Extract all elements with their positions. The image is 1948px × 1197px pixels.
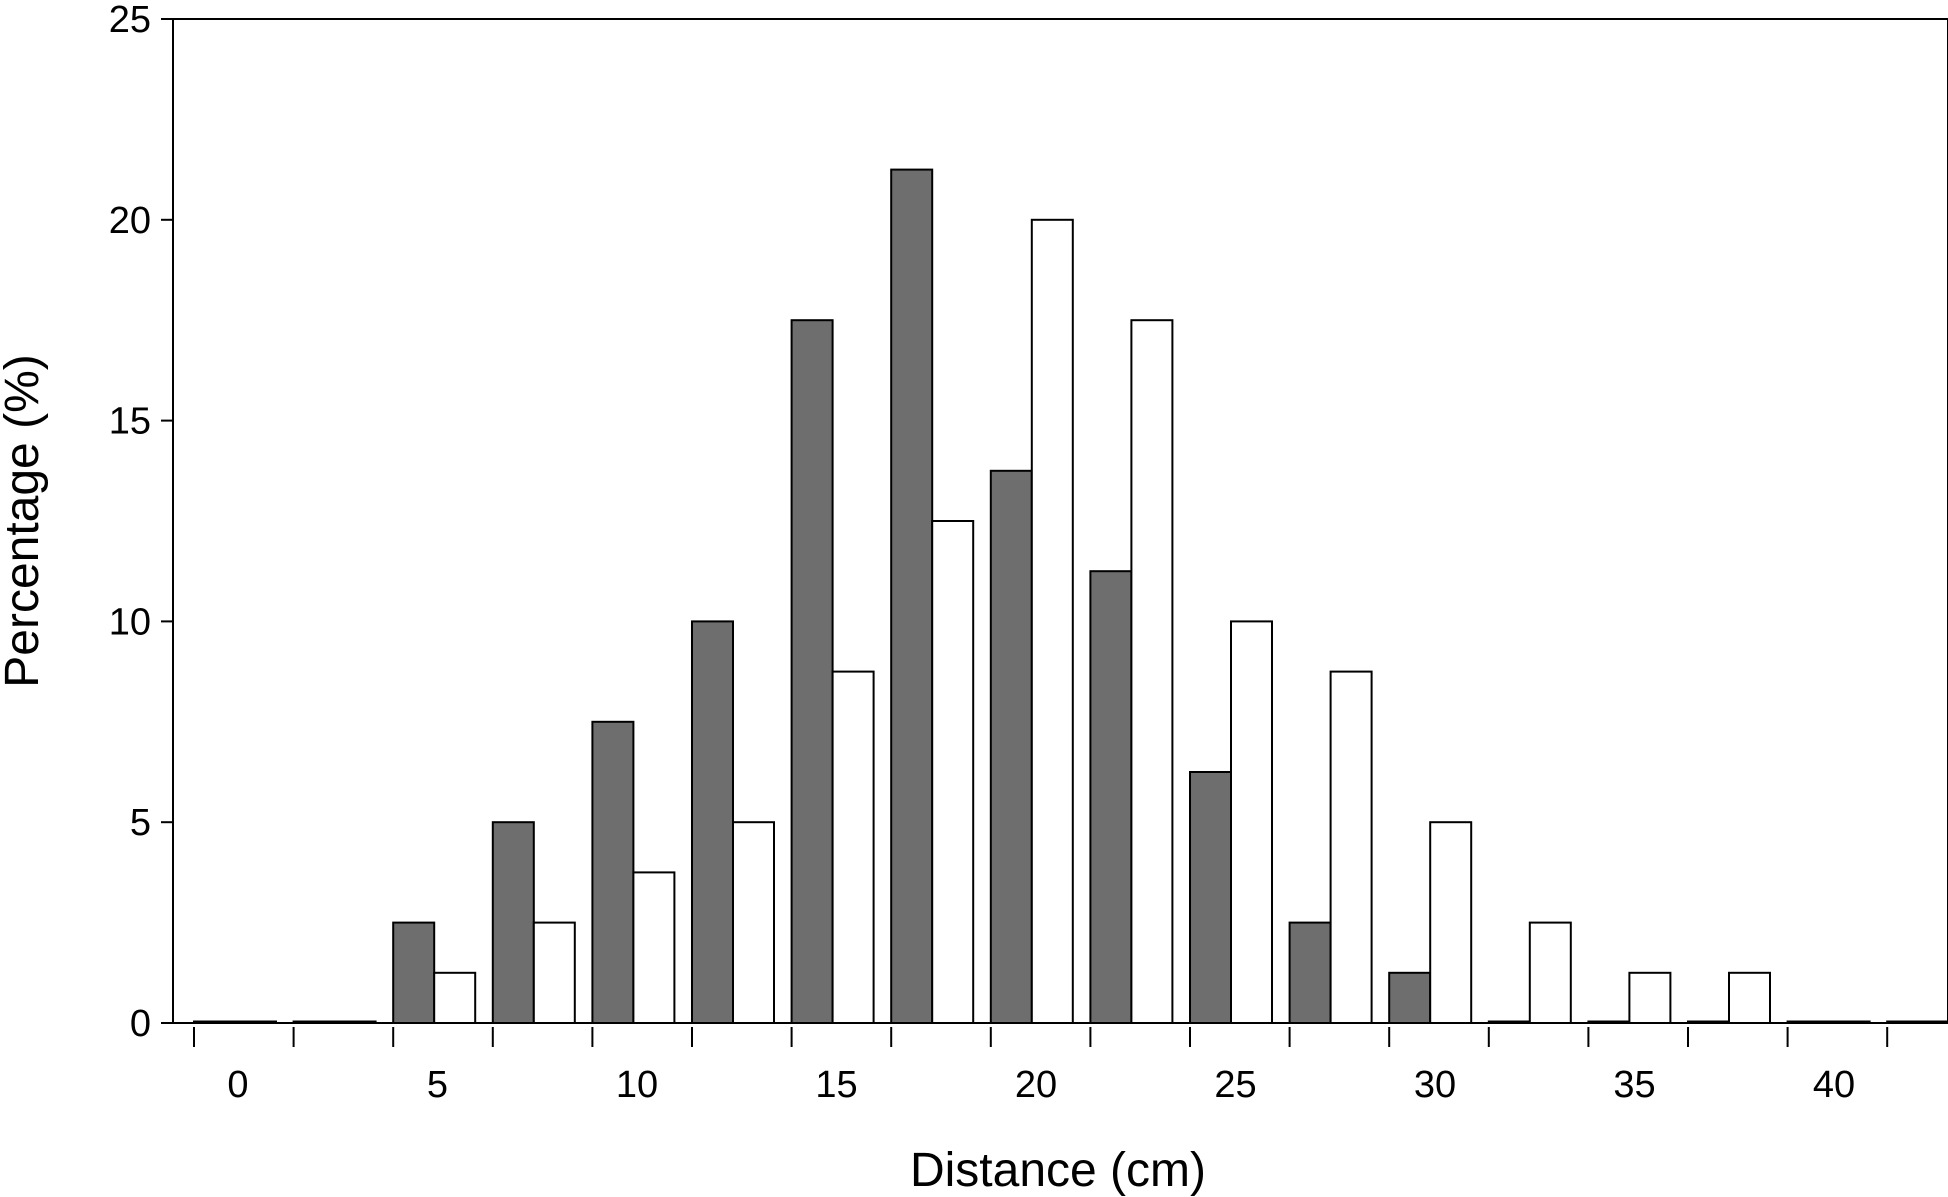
y-axis: 0 5 10 15 20 25 [109, 0, 173, 1045]
bar-series2-22-24 [1329, 670, 1373, 1024]
y-tick-label-10: 10 [109, 601, 151, 643]
y-tick-label-25: 25 [109, 0, 151, 41]
bars-group [193, 168, 1948, 1025]
bar-series2-8-10 [632, 871, 676, 1025]
bar-series1-8-10 [591, 720, 635, 1024]
bar-series1-4-6 [392, 921, 436, 1024]
x-tick-label-30: 30 [1414, 1064, 1456, 1106]
x-tick-label-0: 0 [227, 1064, 248, 1106]
x-axis-title: Distance (cm) [910, 1144, 1206, 1197]
bar-series2-6-8 [532, 921, 576, 1024]
bar-series1-20-22 [1189, 771, 1232, 1024]
bar-series1-6-8 [491, 821, 535, 1025]
bar-series2-16-18 [1030, 218, 1074, 1025]
x-tick-label-5: 5 [427, 1064, 448, 1106]
bar-series2-20-22 [1230, 620, 1273, 1025]
y-tick-label-5: 5 [130, 802, 151, 844]
y-tick-label-0: 0 [130, 1003, 151, 1045]
bar-series1-22-24 [1288, 921, 1332, 1024]
bar-series2-10-12 [732, 821, 775, 1025]
x-tick-label-15: 15 [815, 1064, 857, 1106]
bar-series1-10-12 [691, 620, 734, 1025]
bar-series2-28-30 [1628, 971, 1672, 1024]
bar-series2-24-26 [1429, 821, 1473, 1025]
bar-series2-18-20 [1130, 319, 1174, 1024]
x-tick-label-10: 10 [616, 1064, 658, 1106]
y-tick-label-20: 20 [109, 200, 151, 242]
bar-series1-12-14 [790, 319, 834, 1024]
y-axis-title: Percentage (%) [0, 354, 49, 688]
bar-series1-24-26 [1388, 971, 1432, 1024]
x-tick-label-20: 20 [1015, 1064, 1057, 1106]
bar-series2-4-6 [433, 971, 477, 1024]
bar-series2-14-16 [931, 520, 975, 1024]
y-tick-label-15: 15 [109, 401, 151, 443]
bar-series2-30-32 [1728, 971, 1771, 1024]
x-tick-label-35: 35 [1613, 1064, 1655, 1106]
x-tick-label-40: 40 [1813, 1064, 1855, 1106]
bar-series2-12-14 [831, 670, 875, 1024]
bar-series1-18-20 [1089, 570, 1133, 1024]
bar-series1-16-18 [989, 469, 1033, 1024]
x-tick-label-25: 25 [1214, 1064, 1256, 1106]
x-axis: 0 5 10 15 20 25 30 35 40 [193, 1027, 1889, 1106]
bar-series2-26-28 [1528, 921, 1572, 1024]
bar-series1-14-16 [890, 168, 934, 1025]
